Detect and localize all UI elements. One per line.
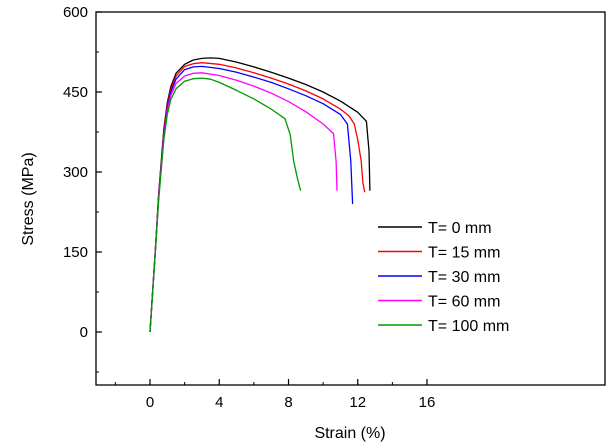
legend-label: T= 15 mm [428,245,500,262]
x-tick-label: 12 [349,394,366,411]
x-tick-label: 0 [146,394,154,411]
plot-frame [95,11,606,386]
x-axis-title: Strain (%) [314,425,385,442]
series-line-2 [149,62,366,333]
series-line-3 [149,65,354,333]
y-tick-label: 300 [63,164,88,181]
x-axis: 0 4 8 12 16 [114,379,436,411]
legend: T= 0 mm T= 15 mm T= 30 mm T= 60 mm T= 100 mm [378,220,509,335]
y-tick-label: 450 [63,84,88,101]
legend-label: T= 100 mm [428,318,509,335]
y-tick-label: 0 [80,324,88,341]
x-tick-label: 8 [284,394,292,411]
y-axis: 0 150 300 450 600 [63,4,102,373]
series-line-4 [149,72,338,333]
y-tick-label: 600 [63,4,88,21]
legend-label: T= 0 mm [428,220,492,237]
legend-label: T= 30 mm [428,269,500,286]
y-tick-label: 150 [63,244,88,261]
series-layer [149,57,371,333]
x-tick-label: 16 [419,394,436,411]
y-axis-title: Stress (MPa) [20,152,37,245]
series-line-1 [149,57,371,333]
legend-label: T= 60 mm [428,294,500,311]
x-tick-label: 4 [215,394,223,411]
series-line-5 [149,77,302,333]
